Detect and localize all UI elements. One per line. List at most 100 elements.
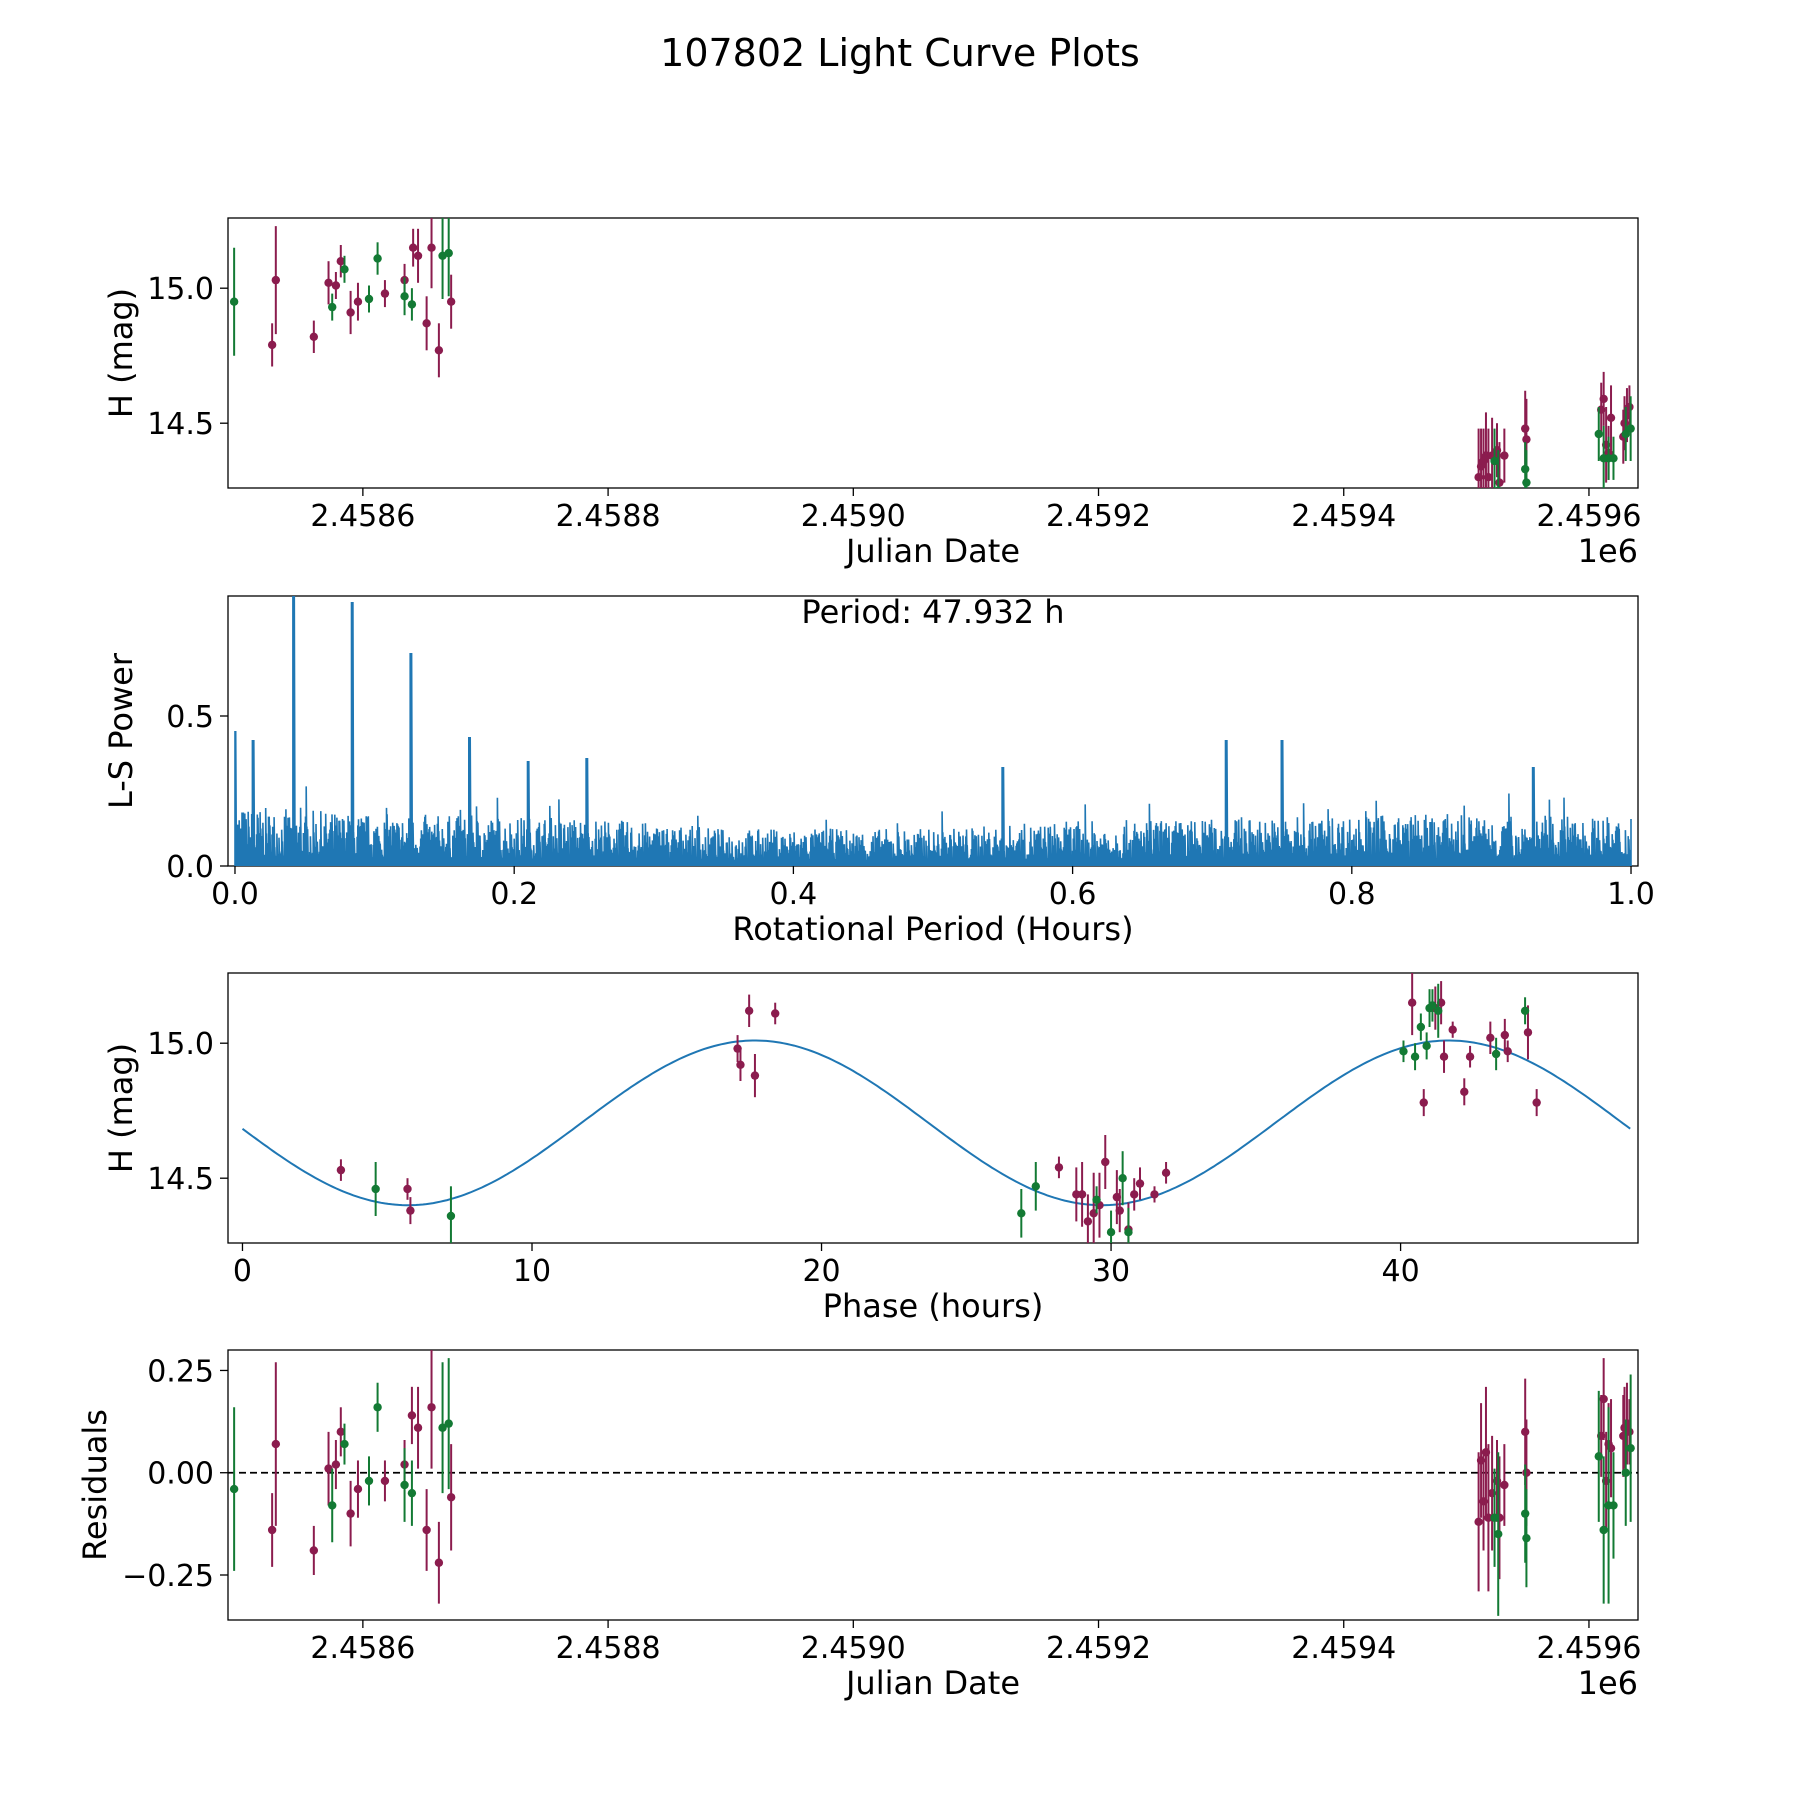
filter_a-point <box>309 332 319 341</box>
sine-fit-curve <box>241 1039 1631 1207</box>
x-tick-label: 2.4596 <box>1536 1631 1641 1666</box>
lightcurve-y-label: H (mag) <box>102 288 140 418</box>
period-annotation: Period: 47.932 h <box>801 593 1064 631</box>
filter_b-point <box>1422 1041 1431 1051</box>
y-tick-label: 0.0 <box>166 850 214 885</box>
residuals-y-label: Residuals <box>76 1409 114 1561</box>
x-tick-label: 0 <box>233 1254 252 1289</box>
residuals-plot-frame <box>227 1349 1639 1621</box>
x-tick-label: 2.4594 <box>1291 1631 1396 1666</box>
x-tick-label: 0.0 <box>211 877 259 912</box>
filter_b-point <box>328 1501 337 1510</box>
filter_a-point <box>1500 1030 1510 1040</box>
filter_b-point <box>1491 1049 1501 1059</box>
residuals-offset-label: 1e6 <box>1578 1664 1638 1702</box>
filter_a-point <box>353 297 363 306</box>
filter_b-point <box>438 1423 447 1432</box>
filter_a-point <box>1077 1190 1087 1199</box>
y-tick-label: −0.25 <box>122 1559 214 1594</box>
filter_b-point <box>1599 1525 1608 1535</box>
filter_b-point <box>1124 1228 1133 1237</box>
filter_b-point <box>1031 1182 1040 1191</box>
filter_b-point <box>1490 1513 1499 1522</box>
filter_a-point <box>1083 1217 1093 1226</box>
filter_a-point <box>736 1060 745 1069</box>
filter_a-point <box>346 308 355 317</box>
filter_a-point <box>1460 1087 1469 1096</box>
filter_a-point <box>1599 394 1608 404</box>
filter_a-point <box>1521 1427 1530 1437</box>
lightcurve-offset-label: 1e6 <box>1578 532 1638 570</box>
filter_a-point <box>1407 998 1417 1007</box>
filter_a-point <box>1486 1033 1495 1042</box>
power-spectrum-line <box>234 596 1632 866</box>
x-tick-label: 2.4590 <box>801 499 906 534</box>
filter_a-point <box>1484 1513 1493 1522</box>
filter_b-point <box>1594 429 1603 439</box>
filter_b-point <box>444 248 453 258</box>
residuals-panel: 2.4586 2.4588 2.4590 2.4592 2.4594 2.4596 0.25… <box>76 1349 1641 1702</box>
filter_b-point <box>1521 1509 1530 1518</box>
filter_a-point <box>413 251 423 260</box>
filter_a-point <box>1150 1190 1159 1199</box>
x-tick-label: 2.4592 <box>1046 499 1151 534</box>
y-tick-label: 14.5 <box>147 407 214 442</box>
x-tick-label: 30 <box>1092 1254 1130 1289</box>
periodogram-y-label: L-S Power <box>102 652 140 809</box>
filter_a-point <box>1500 1480 1509 1490</box>
filter_a-point <box>1599 1394 1608 1404</box>
y-tick-label: 0.25 <box>147 1354 214 1389</box>
filter_a-point <box>1523 1028 1533 1037</box>
filter_a-point <box>1500 451 1509 460</box>
filter_b-point <box>364 1476 374 1486</box>
filter_b-point <box>407 300 417 309</box>
filter_a-point <box>331 281 341 290</box>
filter_a-point <box>309 1546 319 1555</box>
filter_b-point <box>1522 1533 1531 1543</box>
filter_b-point <box>1522 478 1531 487</box>
x-tick-label: 2.4586 <box>310 1631 415 1666</box>
filter_a-point <box>331 1460 341 1469</box>
x-tick-label: 10 <box>513 1254 551 1289</box>
filter_b-point <box>1495 486 1502 488</box>
filter_b-point <box>400 1480 409 1490</box>
filter_b-point <box>1106 1228 1116 1237</box>
filter_a-point <box>1072 1190 1081 1199</box>
lightcurve-plot-frame <box>227 217 1639 489</box>
figure-title: 107802 Light Curve Plots <box>660 31 1140 75</box>
filter_a-point <box>422 319 431 328</box>
x-tick-label: 20 <box>802 1254 840 1289</box>
filter_a-point <box>336 1427 345 1437</box>
phased-x-label: Phase (hours) <box>823 1287 1044 1325</box>
filter_b-point <box>1520 1006 1530 1015</box>
y-tick-label: 14.5 <box>147 1162 214 1197</box>
filter_a-point <box>1503 1047 1512 1056</box>
x-tick-label: 40 <box>1381 1254 1419 1289</box>
x-tick-label: 2.4590 <box>801 1631 906 1666</box>
filter_a-point <box>403 1184 412 1194</box>
filter_a-point <box>1054 1163 1064 1172</box>
filter_a-point <box>271 275 281 285</box>
filter_b-point <box>446 1211 456 1221</box>
filter_b-point <box>229 297 239 306</box>
filter_a-point <box>267 340 277 350</box>
filter_b-point <box>1017 1209 1026 1218</box>
filter_a-point <box>1448 1025 1457 1034</box>
filter_b-point <box>1410 1052 1420 1061</box>
x-tick-label: 2.4596 <box>1536 499 1641 534</box>
filter_a-point <box>1484 473 1493 482</box>
x-tick-label: 0.8 <box>1328 877 1376 912</box>
x-tick-label: 0.2 <box>490 877 538 912</box>
filter_a-point <box>336 1165 346 1175</box>
filter_b-point <box>1626 1443 1635 1453</box>
filter_a-point <box>1606 413 1616 422</box>
phased-panel: 0 10 20 30 40 14.5 15.0 Phase (hours) H (mag) <box>102 972 1639 1325</box>
filter_a-point <box>1439 1052 1449 1061</box>
filter_b-point <box>1399 1047 1408 1056</box>
filter_b-point <box>1621 429 1630 439</box>
filter_b-point <box>1521 464 1530 474</box>
filter_a-point <box>744 1006 754 1015</box>
filter_a-point <box>324 1464 333 1473</box>
x-tick-label: 2.4594 <box>1291 499 1396 534</box>
